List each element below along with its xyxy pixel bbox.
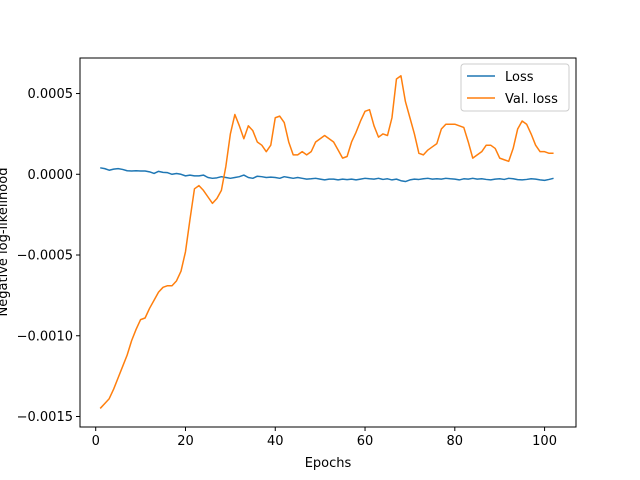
y-axis-label: Negative log-likelihood bbox=[0, 168, 11, 317]
y-tick-label: −0.0015 bbox=[17, 410, 73, 425]
x-axis-label: Epochs bbox=[305, 456, 352, 471]
series-layer bbox=[99, 75, 554, 409]
y-axis-ticks: −0.0015 −0.0010 −0.0005 0.0000 0.0005 bbox=[17, 87, 80, 425]
x-tick-label: 100 bbox=[532, 434, 557, 449]
plot-area bbox=[80, 58, 576, 427]
x-tick-label: 40 bbox=[267, 434, 284, 449]
x-axis-ticks: 0 20 40 60 80 100 bbox=[92, 427, 557, 449]
x-tick-label: 80 bbox=[447, 434, 464, 449]
y-tick-label: −0.0010 bbox=[17, 329, 73, 344]
legend-label-val-loss: Val. loss bbox=[505, 92, 558, 107]
x-tick-label: 0 bbox=[92, 434, 100, 449]
legend-label-loss: Loss bbox=[505, 70, 534, 85]
legend: Loss Val. loss bbox=[460, 63, 570, 112]
y-tick-label: 0.0005 bbox=[28, 87, 74, 102]
y-tick-label: 0.0000 bbox=[28, 168, 74, 183]
series-line-loss bbox=[100, 167, 554, 183]
plot-frame bbox=[79, 57, 577, 428]
x-tick-label: 60 bbox=[357, 434, 374, 449]
x-tick-label: 20 bbox=[177, 434, 194, 449]
series-line-val-loss bbox=[99, 75, 554, 409]
y-tick-label: −0.0005 bbox=[17, 249, 73, 264]
